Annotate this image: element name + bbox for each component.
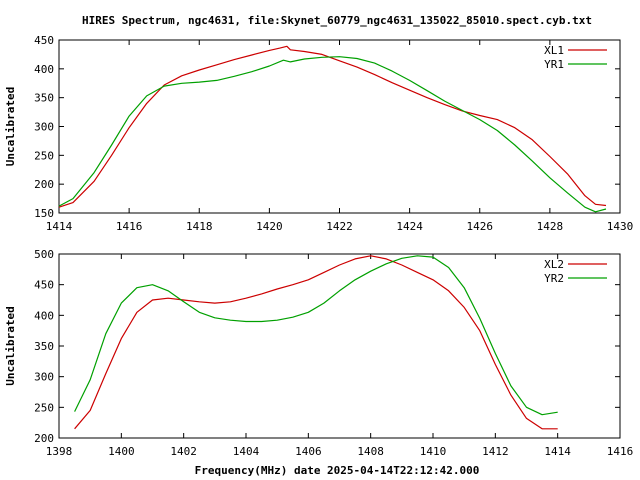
legend-label-xl2: XL2 [544,258,564,271]
y-tick-label: 400 [34,63,54,76]
x-tick-label: 1426 [467,220,494,233]
y-tick-label: 350 [34,340,54,353]
legend-label-xl1: XL1 [544,44,564,57]
plot-frame [58,39,621,214]
y-tick-label: 450 [34,34,54,47]
x-tick-label: 1418 [186,220,213,233]
x-tick-label: 1406 [295,445,322,458]
y-tick-label: 250 [34,401,54,414]
x-tick-label: 1428 [537,220,564,233]
x-tick-label: 1414 [46,220,73,233]
y-tick-label: 500 [34,248,54,261]
x-tick-label: 1404 [233,445,260,458]
plot-frame [58,253,621,439]
y-tick-label: 300 [34,371,54,384]
series-line-xl1 [58,45,607,208]
x-tick-label: 1420 [256,220,283,233]
x-tick-label: 1424 [396,220,423,233]
y-tick-label: 450 [34,279,54,292]
x-tick-label: 1398 [46,445,73,458]
legend-label-yr2: YR2 [544,272,564,285]
x-tick-label: 1416 [607,445,634,458]
series-line-yr1 [58,56,607,213]
y-axis-label: Uncalibrated [4,306,17,385]
x-tick-label: 1400 [108,445,135,458]
y-tick-label: 300 [34,121,54,134]
x-tick-label: 1412 [482,445,509,458]
y-tick-label: 250 [34,149,54,162]
y-tick-label: 200 [34,432,54,445]
x-tick-label: 1430 [607,220,634,233]
y-tick-label: 150 [34,207,54,220]
x-tick-label: 1410 [420,445,447,458]
x-tick-label: 1408 [357,445,384,458]
y-tick-label: 200 [34,178,54,191]
lower-spectrum-panel: 1398 1400 1402 1404 1406 1408 1410 1412 1414 1416… [4,248,633,458]
y-tick-label: 400 [34,309,54,322]
x-tick-label: 1402 [170,445,197,458]
series-line-yr2 [74,255,558,416]
x-tick-label: 1414 [544,445,571,458]
upper-spectrum-panel: 1414 1416 1418 1420 1422 1424 1426 1428 1430 150 2… [4,34,633,233]
y-axis-label: Uncalibrated [4,87,17,166]
legend-label-yr1: YR1 [544,58,564,71]
chart-title: HIRES Spectrum, ngc4631, file:Skynet_607… [82,14,592,27]
x-tick-label: 1416 [116,220,143,233]
y-tick-label: 350 [34,92,54,105]
x-tick-label: 1422 [326,220,353,233]
series-line-xl2 [74,255,558,430]
x-axis-label: Frequency(MHz) date 2025-04-14T22:12:42.… [195,464,480,477]
